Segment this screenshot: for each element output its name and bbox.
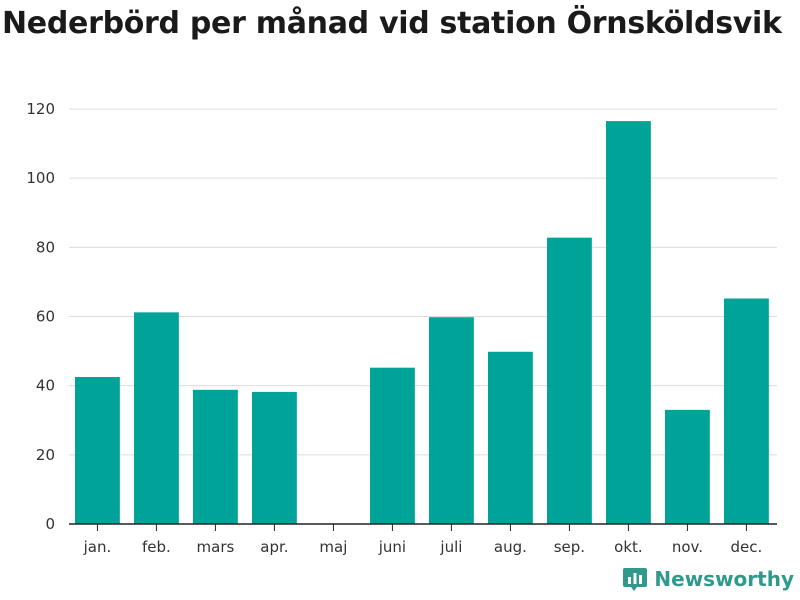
bar (370, 367, 415, 524)
y-axis-ticks: 0 20 40 60 80 100 120 (26, 100, 55, 533)
y-tick-label: 60 (36, 308, 55, 326)
y-tick-label: 0 (45, 515, 55, 533)
x-tick-label: juli (439, 538, 462, 556)
x-tick-label: sep. (554, 538, 585, 556)
bar (488, 351, 533, 524)
bar (193, 389, 238, 524)
bars (75, 121, 769, 525)
brand-logo: Newsworthy (622, 566, 794, 592)
x-tick-label: mars (197, 538, 235, 556)
x-tick-label: nov. (672, 538, 703, 556)
bar (724, 298, 769, 524)
chart-title: Nederbörd per månad vid station Örnsköld… (2, 6, 782, 41)
x-tick-label: juni (378, 538, 406, 556)
y-tick-label: 80 (36, 238, 55, 256)
bar (665, 409, 710, 524)
bar (606, 121, 651, 525)
bar (429, 317, 474, 524)
bar (75, 377, 120, 524)
bar (134, 312, 179, 524)
x-tick-label: okt. (614, 538, 643, 556)
x-tick-label: maj (319, 538, 347, 556)
x-tick-label: jan. (83, 538, 112, 556)
brand-name: Newsworthy (654, 567, 794, 591)
newsworthy-logo-icon (623, 568, 648, 591)
x-tick-label: feb. (142, 538, 171, 556)
y-tick-label: 40 (36, 377, 55, 395)
grid-lines (69, 108, 777, 456)
y-tick-label: 20 (36, 446, 55, 464)
y-tick-label: 100 (26, 169, 55, 187)
x-tick-label: apr. (260, 538, 288, 556)
x-axis (69, 523, 777, 531)
bar (252, 391, 297, 524)
x-tick-label: dec. (731, 538, 763, 556)
y-tick-label: 120 (26, 100, 55, 118)
x-tick-label: aug. (494, 538, 527, 556)
bar (547, 237, 592, 524)
x-axis-ticks: jan. feb. mars apr. maj juni juli aug. sep. okt. n… (83, 538, 763, 556)
